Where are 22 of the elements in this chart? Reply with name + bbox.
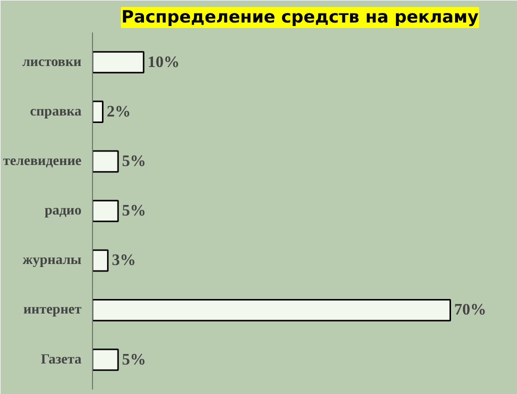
y-tick-label: листовки xyxy=(22,54,82,70)
data-label: 5% xyxy=(122,351,146,368)
bar xyxy=(92,299,452,322)
y-tick-label: журналы xyxy=(22,253,82,268)
bar xyxy=(92,200,119,222)
data-label: 5% xyxy=(122,152,146,170)
data-label: 5% xyxy=(122,202,146,220)
data-label: 70% xyxy=(454,302,486,319)
y-tick-label: справка xyxy=(30,104,82,120)
y-tick-label: Газета xyxy=(40,352,82,368)
bar xyxy=(92,348,119,371)
bar xyxy=(92,150,119,173)
y-tick-label: радио xyxy=(44,204,82,218)
y-tick-label: интернет xyxy=(23,302,82,318)
chart-title: Распределение средств на рекламу xyxy=(121,8,479,28)
data-label: 2% xyxy=(106,103,131,120)
data-label: 3% xyxy=(112,252,136,270)
y-tick-label: телевидение xyxy=(3,154,82,169)
data-label: 10% xyxy=(148,54,180,71)
bar xyxy=(92,100,104,123)
bar xyxy=(92,249,109,272)
bar xyxy=(92,51,144,74)
